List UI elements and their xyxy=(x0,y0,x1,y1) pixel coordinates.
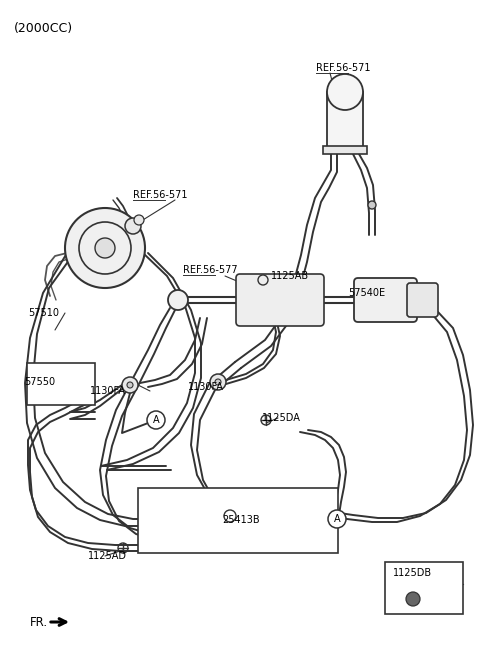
Bar xyxy=(327,92,363,148)
Bar xyxy=(27,363,95,405)
Text: REF.56-571: REF.56-571 xyxy=(133,190,188,200)
Circle shape xyxy=(215,379,221,385)
FancyBboxPatch shape xyxy=(236,274,324,326)
Circle shape xyxy=(134,215,144,225)
Circle shape xyxy=(327,74,363,110)
Text: 1125DA: 1125DA xyxy=(262,413,301,423)
Text: REF.56-571: REF.56-571 xyxy=(316,63,371,73)
Text: A: A xyxy=(153,415,159,425)
Text: 57540E: 57540E xyxy=(348,288,385,298)
Bar xyxy=(323,146,367,154)
Text: FR.: FR. xyxy=(30,616,48,629)
Circle shape xyxy=(168,290,188,310)
Text: 1125AD: 1125AD xyxy=(88,551,127,561)
Text: 1125AB: 1125AB xyxy=(271,271,309,281)
Text: 57510: 57510 xyxy=(28,308,59,318)
Text: 57550: 57550 xyxy=(24,377,55,387)
Circle shape xyxy=(127,382,133,388)
Circle shape xyxy=(125,218,141,234)
Circle shape xyxy=(147,411,165,429)
Circle shape xyxy=(65,208,145,288)
Bar xyxy=(138,488,338,553)
Text: REF.56-577: REF.56-577 xyxy=(183,265,238,275)
Text: 1125DB: 1125DB xyxy=(393,568,432,578)
Circle shape xyxy=(210,374,226,390)
Text: 25413B: 25413B xyxy=(222,515,260,525)
Text: 1130FA: 1130FA xyxy=(90,386,126,396)
Text: 1130FA: 1130FA xyxy=(188,382,224,392)
Circle shape xyxy=(406,592,420,606)
Text: A: A xyxy=(334,514,340,524)
Circle shape xyxy=(328,510,346,528)
Bar xyxy=(385,562,463,614)
Circle shape xyxy=(368,201,376,209)
Circle shape xyxy=(122,377,138,393)
Circle shape xyxy=(95,238,115,258)
Text: (2000CC): (2000CC) xyxy=(14,22,73,35)
FancyBboxPatch shape xyxy=(407,283,438,317)
FancyBboxPatch shape xyxy=(354,278,417,322)
